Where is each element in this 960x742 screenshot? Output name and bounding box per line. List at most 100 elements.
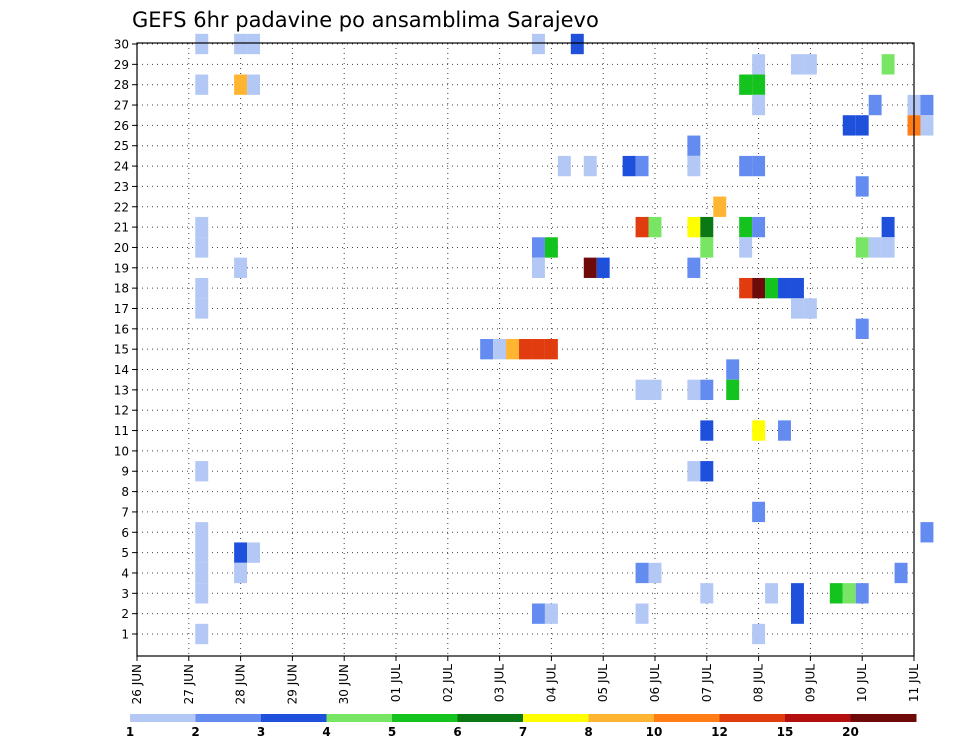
colorbar-swatch — [326, 714, 393, 722]
y-tick-label: 15 — [114, 343, 129, 357]
precip-cell — [687, 257, 701, 278]
precip-cell — [700, 237, 714, 258]
precip-cell — [635, 155, 649, 177]
precip-cell — [739, 277, 753, 299]
x-tick-label: 28 JUN — [234, 664, 248, 704]
precip-cell — [247, 33, 261, 55]
precip-cell — [234, 33, 248, 55]
colorbar-label: 12 — [711, 725, 728, 739]
precip-cell — [635, 379, 649, 401]
precip-cell — [790, 277, 804, 299]
y-tick-label: 14 — [114, 363, 129, 377]
precip-cell — [544, 339, 558, 360]
colorbar-label: 10 — [646, 725, 663, 739]
y-tick-label: 27 — [114, 99, 129, 113]
precip-cell — [700, 420, 714, 441]
x-tick-label: 06 JUL — [648, 664, 662, 702]
precip-cell — [195, 216, 209, 238]
precip-cell — [790, 54, 804, 75]
precip-cell — [648, 379, 662, 401]
y-tick-label: 29 — [114, 58, 129, 72]
precip-cell — [234, 74, 248, 95]
precip-cell — [765, 277, 779, 299]
precip-cell — [713, 196, 727, 217]
precip-cell — [778, 277, 791, 299]
colorbar-swatch — [130, 714, 196, 722]
colorbar-swatch — [261, 714, 327, 722]
precip-cell — [195, 237, 209, 258]
y-tick-label: 11 — [114, 424, 129, 438]
colorbar-label: 2 — [191, 725, 199, 739]
precip-cell — [752, 277, 766, 299]
precip-cell — [583, 155, 597, 177]
precip-cell — [829, 583, 843, 604]
colorbar-swatch — [523, 714, 589, 722]
precip-cell — [726, 359, 740, 380]
precip-cell — [687, 461, 701, 482]
precip-cell — [881, 54, 895, 75]
precip-cell — [920, 94, 934, 116]
precip-cell — [622, 155, 636, 177]
precip-cell — [752, 420, 766, 441]
precip-cell — [557, 155, 571, 177]
precip-cell — [855, 115, 869, 136]
y-tick-label: 13 — [114, 383, 129, 397]
colorbar-label: 4 — [322, 725, 330, 739]
colorbar-swatch — [654, 714, 720, 722]
precip-cell — [635, 216, 649, 238]
colorbar-label: 5 — [388, 725, 396, 739]
precip-cell — [531, 237, 545, 258]
x-tick-label: 05 JUL — [596, 664, 610, 702]
chart-title: GEFS 6hr padavine po ansamblima Sarajevo — [132, 8, 599, 32]
precip-cell — [687, 379, 701, 401]
precip-cell — [648, 216, 662, 238]
precip-cell — [687, 216, 701, 238]
x-tick-label: 07 JUL — [700, 664, 714, 702]
x-axis-ticks: 26 JUN 27 JUN 28 JUN 29 JUN 30 JUN 01 JUL 02 J… — [130, 656, 921, 704]
precip-cell — [765, 583, 779, 604]
y-tick-label: 24 — [114, 160, 129, 174]
y-tick-label: 9 — [121, 465, 129, 479]
precip-cell — [544, 237, 558, 258]
x-tick-label: 01 JUL — [389, 664, 403, 702]
precip-cell — [570, 33, 584, 55]
y-tick-label: 28 — [114, 78, 129, 92]
colorbar-label: 8 — [584, 725, 592, 739]
y-tick-label: 26 — [114, 119, 129, 133]
precip-cell — [790, 603, 804, 624]
precip-cell — [790, 583, 804, 604]
y-tick-label: 7 — [121, 505, 129, 519]
colorbar-label: 1 — [126, 725, 134, 739]
precip-cell — [803, 298, 817, 319]
precip-cell — [687, 155, 701, 177]
precip-cell — [894, 562, 908, 584]
y-tick-label: 19 — [114, 261, 129, 275]
colorbar-swatch — [588, 714, 655, 722]
precip-cell — [752, 216, 766, 238]
y-tick-label: 23 — [114, 180, 129, 194]
precip-cell — [519, 339, 532, 360]
colorbar-label: 7 — [519, 725, 527, 739]
x-tick-label: 03 JUL — [493, 664, 507, 702]
y-tick-label: 10 — [114, 444, 129, 458]
precip-cell — [881, 216, 895, 238]
y-tick-label: 2 — [121, 607, 129, 621]
colorbar-swatch — [850, 714, 917, 722]
precip-cell — [247, 542, 261, 563]
precip-cell — [687, 135, 701, 156]
precip-cell — [739, 155, 753, 177]
precip-cell — [480, 339, 494, 360]
precip-cell — [234, 257, 248, 278]
x-tick-label: 26 JUN — [130, 664, 144, 704]
y-tick-label: 25 — [114, 139, 129, 153]
precip-cell — [531, 257, 545, 278]
precip-cell — [868, 94, 882, 116]
precip-cell — [700, 461, 714, 482]
precip-cell — [752, 94, 766, 116]
precip-cell — [531, 339, 545, 360]
colorbar-legend: 1 2 3 4 5 6 7 8 10 12 15 20 — [126, 714, 917, 739]
precip-cell — [247, 74, 261, 95]
precip-cell — [842, 583, 856, 604]
y-tick-label: 30 — [114, 38, 129, 52]
